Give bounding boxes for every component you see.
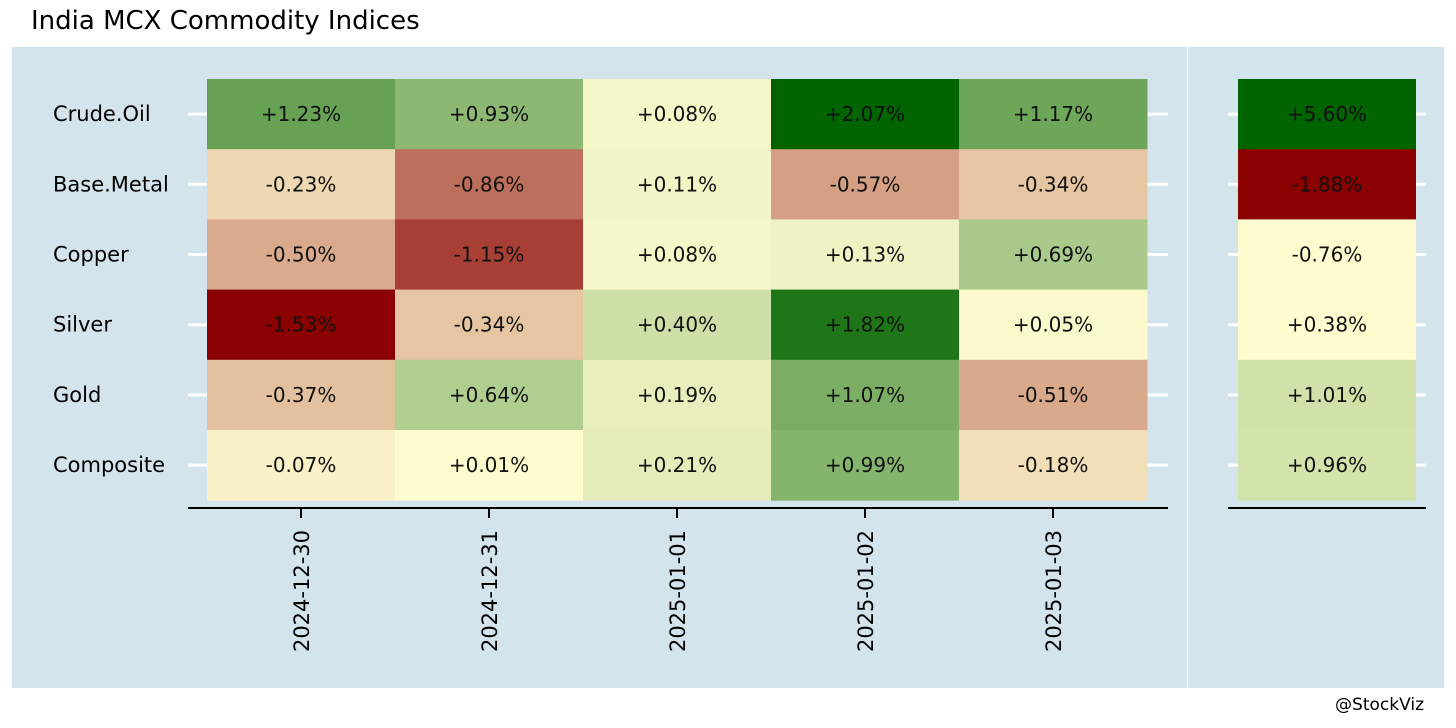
summary-value-label: +0.96% [1287,453,1367,477]
heatmap-cell [583,149,772,220]
heatmap-cell [207,219,396,291]
cell-value-label: -0.51% [1018,383,1089,407]
heatmap-cell [395,149,584,220]
row-label: Crude.Oil [53,102,151,126]
heatmap-cell [395,359,584,431]
summary-cell [1238,289,1416,361]
summary-cell [1238,79,1416,150]
heatmap-cell [583,79,772,150]
heatmap-cell [959,149,1148,220]
heatmap-cell [395,289,584,361]
heatmap-cell [583,289,772,361]
cell-value-label: -0.23% [266,172,337,196]
heatmap-cell [771,79,960,150]
row-label: Composite [53,453,165,477]
summary-cell [1238,430,1416,501]
cell-value-label: +0.19% [637,383,717,407]
cell-value-label: +0.08% [637,102,717,126]
summary-value-label: +5.60% [1287,102,1367,126]
heatmap-cell [959,430,1148,501]
summary-value-label: -1.88% [1292,172,1363,196]
heatmap-cell [583,219,772,291]
heatmap-cell [207,289,396,361]
heatmap-cell [959,79,1148,150]
cell-value-label: +2.07% [825,102,905,126]
cell-value-label: +1.07% [825,383,905,407]
heatmap-cell [771,359,960,431]
heatmap-cell [771,149,960,220]
heatmap-cell [771,289,960,361]
heatmap-cell [771,430,960,501]
x-tick-label: 2025-01-02 [854,530,878,652]
cell-value-label: -0.18% [1018,453,1089,477]
heatmap-cell [207,149,396,220]
cell-value-label: +0.01% [449,453,529,477]
cell-value-label: +0.08% [637,243,717,267]
heatmap-cell [395,79,584,150]
cell-value-label: -0.07% [266,453,337,477]
cell-value-label: -0.50% [266,243,337,267]
cell-value-label: -1.15% [454,243,525,267]
row-label: Silver [53,313,112,337]
heatmap-cell [959,359,1148,431]
heatmap-cell [207,359,396,431]
x-tick-label: 2025-01-03 [1042,530,1066,652]
heatmap-cell [959,289,1148,361]
cell-value-label: +0.69% [1013,243,1093,267]
heatmap-cell [395,430,584,501]
cell-value-label: +0.64% [449,383,529,407]
cell-value-label: -0.34% [1018,172,1089,196]
cell-value-label: +0.05% [1013,313,1093,337]
cell-value-label: +0.13% [825,243,905,267]
x-tick-label: 2024-12-30 [290,530,314,652]
x-tick-label: 2025-01-01 [666,530,690,652]
summary-cell [1238,359,1416,431]
row-label: Copper [53,243,129,267]
cell-value-label: -0.86% [454,172,525,196]
cell-value-label: +0.93% [449,102,529,126]
x-tick-label: 2024-12-31 [478,530,502,652]
summary-value-label: +0.38% [1287,313,1367,337]
row-label: Gold [53,383,101,407]
heatmap-cell [207,79,396,150]
cell-value-label: -0.57% [830,172,901,196]
summary-cell [1238,149,1416,220]
summary-value-label: -0.76% [1292,243,1363,267]
credit-text: @StockViz [1335,695,1424,715]
cell-value-label: -1.53% [266,313,337,337]
heatmap-cell [395,219,584,291]
chart-title: India MCX Commodity Indices [31,6,420,36]
cell-value-label: +1.17% [1013,102,1093,126]
summary-value-label: +1.01% [1287,383,1367,407]
cell-value-label: -0.37% [266,383,337,407]
heatmap-cell [959,219,1148,291]
heatmap-cell [583,359,772,431]
heatmap-cell [771,219,960,291]
cell-value-label: +1.82% [825,313,905,337]
cell-value-label: +0.99% [825,453,905,477]
cell-value-label: +0.40% [637,313,717,337]
cell-value-label: -0.34% [454,313,525,337]
heatmap-cell [583,430,772,501]
summary-cell [1238,219,1416,291]
heatmap-cell [207,430,396,501]
row-label: Base.Metal [53,172,169,196]
cell-value-label: +1.23% [261,102,341,126]
cell-value-label: +0.21% [637,453,717,477]
cell-value-label: +0.11% [637,172,717,196]
